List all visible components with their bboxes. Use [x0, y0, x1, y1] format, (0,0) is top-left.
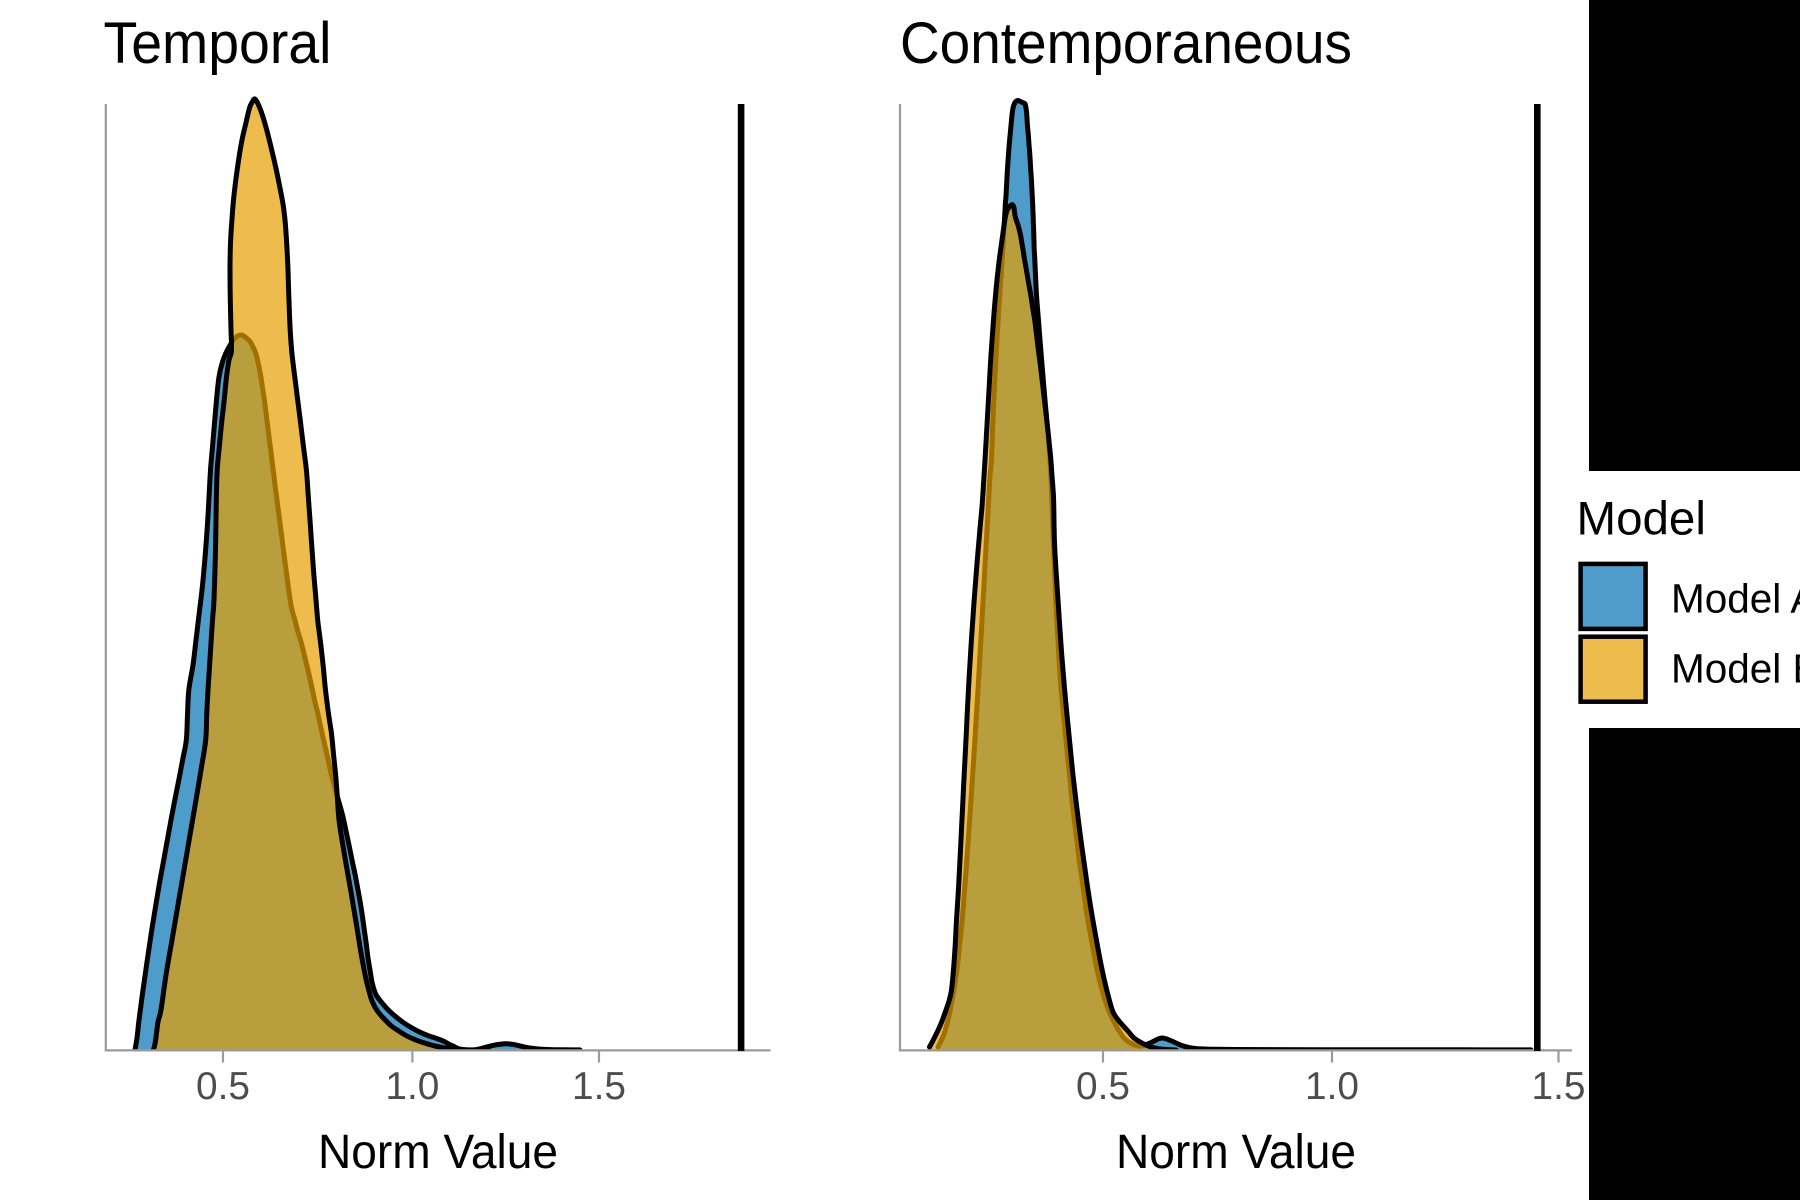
svg-text:Model B: Model B	[1671, 646, 1800, 692]
svg-text:0.5: 0.5	[196, 1065, 250, 1108]
svg-text:0.5: 0.5	[1076, 1065, 1130, 1108]
svg-text:Norm Value: Norm Value	[1116, 1126, 1356, 1179]
svg-text:Temporal: Temporal	[104, 11, 332, 76]
svg-text:1.5: 1.5	[572, 1065, 626, 1108]
svg-text:1.0: 1.0	[1305, 1065, 1359, 1108]
svg-text:Contemporaneous: Contemporaneous	[900, 11, 1352, 76]
svg-text:Model A: Model A	[1671, 576, 1800, 622]
svg-text:Model: Model	[1577, 493, 1706, 546]
svg-text:1.0: 1.0	[385, 1065, 439, 1108]
svg-text:1.5: 1.5	[1532, 1065, 1586, 1108]
svg-text:Norm Value: Norm Value	[318, 1126, 558, 1179]
